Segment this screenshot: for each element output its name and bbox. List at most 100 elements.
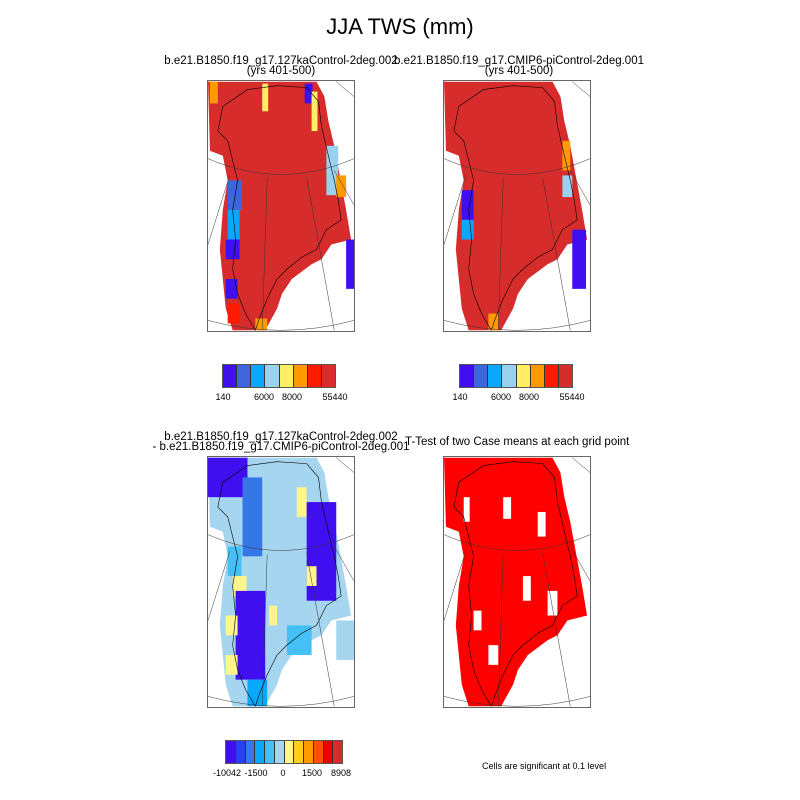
colorbar-piControl bbox=[459, 364, 573, 388]
colorbar-swatch bbox=[558, 365, 572, 387]
data-cell bbox=[225, 655, 238, 675]
data-cell bbox=[562, 140, 571, 171]
latitude-line bbox=[444, 534, 590, 551]
coastline bbox=[453, 85, 578, 331]
colorbar-127ka bbox=[222, 364, 336, 388]
longitude-line bbox=[498, 554, 504, 707]
colorbar-swatch bbox=[474, 365, 489, 387]
data-cell bbox=[461, 219, 474, 240]
colorbar-label: 55440 bbox=[559, 392, 585, 402]
colorbar-label: 0 bbox=[280, 768, 286, 778]
longitude-line bbox=[570, 546, 590, 582]
data-cell bbox=[227, 180, 242, 210]
colorbar-swatch bbox=[460, 365, 475, 387]
panel-2-title-line2: (yrs 401-500) bbox=[484, 65, 554, 77]
latitude-line bbox=[208, 320, 354, 331]
coastline bbox=[217, 461, 342, 707]
longitude-line bbox=[444, 175, 466, 245]
colorbar-swatch bbox=[544, 365, 559, 387]
significance-note: Cells are significant at 0.1 level bbox=[482, 761, 607, 771]
data-cell bbox=[537, 511, 546, 537]
data-cell bbox=[473, 610, 482, 631]
panel-3-title: b.e21.B1850.f19_g17.127kaControl-2deg.00… bbox=[152, 431, 409, 453]
panel-2-title-line1: b.e21.B1850.f19_g17.CMIP6-piControl-2deg… bbox=[394, 55, 644, 67]
colorbar-swatch bbox=[323, 741, 334, 763]
data-field bbox=[444, 457, 588, 707]
colorbar-swatch bbox=[251, 365, 266, 387]
data-cell bbox=[503, 497, 512, 519]
data-cell bbox=[488, 645, 499, 665]
colorbar-label: 8000 bbox=[281, 392, 303, 402]
colorbar-label: 1500 bbox=[301, 768, 323, 778]
data-cell bbox=[461, 190, 474, 220]
latitude-line bbox=[208, 696, 354, 707]
data-cell bbox=[306, 566, 317, 586]
data-cell bbox=[326, 145, 339, 196]
data-cell bbox=[311, 91, 318, 132]
data-cell bbox=[209, 81, 218, 104]
colorbar-swatch bbox=[265, 365, 280, 387]
data-field bbox=[208, 81, 352, 331]
colorbar-swatch bbox=[284, 741, 295, 763]
panel-1-title-line1: b.e21.B1850.f19_g17.127kaControl-2deg.00… bbox=[164, 55, 398, 67]
longitude-line bbox=[334, 170, 354, 206]
data-cell bbox=[235, 590, 266, 680]
colorbar-swatch bbox=[313, 741, 324, 763]
longitude-line bbox=[262, 178, 268, 331]
data-cell bbox=[232, 576, 247, 596]
data-cell bbox=[227, 303, 240, 324]
colorbar-swatch bbox=[488, 365, 503, 387]
latitude-line bbox=[444, 320, 590, 331]
colorbar-swatch bbox=[530, 365, 545, 387]
longitude-line bbox=[498, 178, 504, 331]
colorbar-swatch bbox=[223, 365, 238, 387]
longitude-line bbox=[570, 170, 590, 206]
colorbar-swatch bbox=[235, 741, 246, 763]
map-panel-piControl bbox=[443, 80, 591, 332]
colorbar-label: 8000 bbox=[518, 392, 540, 402]
latitude-line bbox=[444, 158, 590, 175]
map-svg bbox=[444, 81, 590, 331]
longitude-line bbox=[336, 457, 354, 473]
panel-1-title: b.e21.B1850.f19_g17.127kaControl-2deg.00… bbox=[164, 55, 398, 77]
map-svg bbox=[208, 457, 354, 707]
colorbar-label: 140 bbox=[215, 392, 231, 402]
data-cell bbox=[225, 239, 240, 260]
longitude-line bbox=[542, 177, 571, 331]
data-cell bbox=[227, 546, 242, 577]
colorbar-label: -1500 bbox=[244, 768, 268, 778]
data-cell bbox=[225, 615, 238, 636]
longitude-line bbox=[572, 81, 590, 97]
data-cell bbox=[346, 239, 354, 289]
colorbar-label: 8908 bbox=[330, 768, 352, 778]
colorbar-label: -10042 bbox=[212, 768, 242, 778]
data-cell bbox=[208, 457, 248, 498]
data-cell bbox=[304, 83, 313, 104]
latitude-line bbox=[208, 158, 354, 175]
colorbar-swatch bbox=[307, 365, 322, 387]
longitude-line bbox=[306, 553, 335, 707]
map-panel-127ka bbox=[207, 80, 355, 332]
panel-3-title-line1: b.e21.B1850.f19_g17.127kaControl-2deg.00… bbox=[164, 431, 398, 443]
figure-title: JJA TWS (mm) bbox=[326, 14, 474, 39]
data-cell bbox=[255, 318, 268, 331]
colorbar-swatch bbox=[265, 741, 275, 763]
colorbar-difference bbox=[225, 740, 343, 764]
latitude-line bbox=[444, 696, 590, 707]
longitude-line bbox=[208, 175, 230, 245]
data-cell bbox=[336, 620, 354, 660]
colorbar-swatch bbox=[321, 365, 335, 387]
colorbar-swatch bbox=[293, 365, 308, 387]
longitude-line bbox=[262, 554, 268, 707]
coastline bbox=[217, 85, 342, 331]
map-svg bbox=[208, 81, 354, 331]
colorbar-swatch bbox=[279, 365, 294, 387]
colorbar-swatch bbox=[502, 365, 517, 387]
colorbar-label: 6000 bbox=[490, 392, 512, 402]
data-cell bbox=[242, 477, 263, 557]
longitude-line bbox=[208, 551, 230, 621]
map-panel-difference bbox=[207, 456, 355, 708]
colorbar-swatch bbox=[333, 741, 342, 763]
colorbar-swatch bbox=[226, 741, 236, 763]
colorbar-swatch bbox=[516, 365, 531, 387]
